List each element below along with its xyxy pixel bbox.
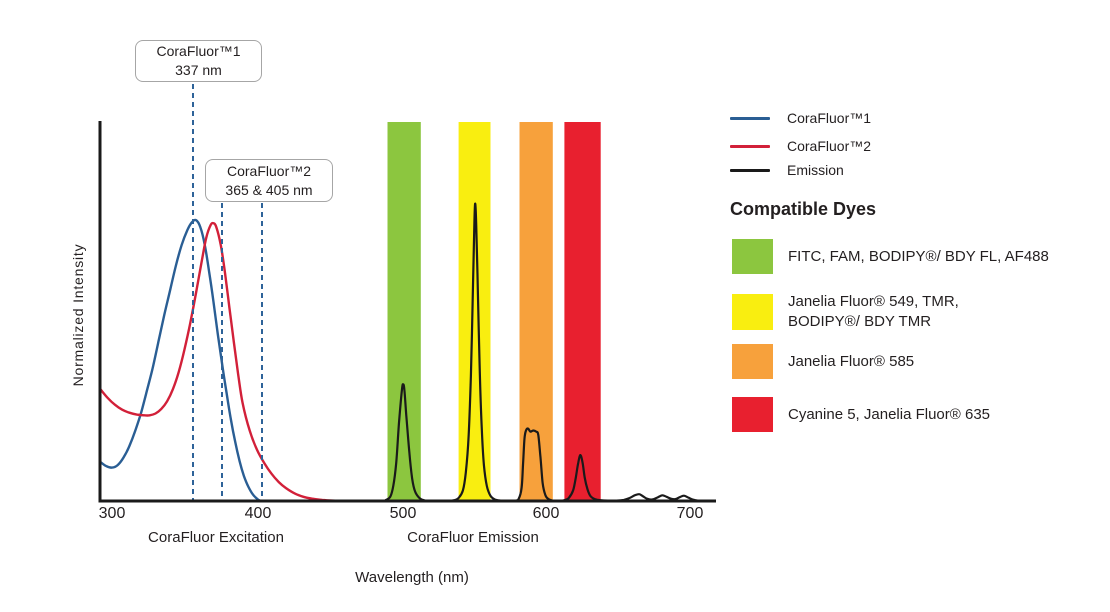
legend-item-corafluor2: CoraFluor™2 [730,137,871,155]
compatible-dyes-title: Compatible Dyes [730,199,877,219]
excitation-markers-group [192,84,263,501]
callout-title: CoraFluor™1 [156,43,241,59]
dye-color-swatch [732,239,773,274]
callout-title: CoraFluor™2 [226,162,312,179]
x-tick-500: 500 [389,505,417,522]
filter-band [564,122,601,501]
dye-color-swatch [732,294,773,330]
dye-label: FITC, FAM, BODIPY®/ BDY FL, AF488 [788,247,1049,265]
callout-corafluor1-337nm: CoraFluor™1 337 nm [135,40,262,82]
x-tick-400: 400 [244,505,272,522]
legend-item-emission: Emission [730,161,844,179]
dye-item-red: Cyanine 5, Janelia Fluor® 635 [732,397,990,432]
callout-value: 365 & 405 nm [225,181,313,198]
legend-label: CoraFluor™1 [787,110,872,126]
x-tick-300: 300 [98,505,126,522]
legend-label: CoraFluor™2 [787,138,872,154]
curve-excitation [99,221,346,503]
filter-band [387,122,421,501]
dye-item-green: FITC, FAM, BODIPY®/ BDY FL, AF488 [732,239,1049,274]
dye-item-yellow: Janelia Fluor® 549, TMR, BODIPY®/ BDY TM… [732,292,959,332]
x-tick-600: 600 [532,505,560,522]
x-tick-700: 700 [676,505,704,522]
dye-color-swatch [732,344,773,379]
legend-line-swatch [730,168,770,172]
legend-line-swatch [730,144,770,148]
excitation-caption: CoraFluor Excitation [148,529,284,546]
callout-value: 337 nm [175,62,222,78]
axes-group [98,121,716,503]
x-axis-label: Wavelength (nm) [355,569,469,586]
dye-label: Janelia Fluor® 585 [788,352,915,370]
dye-label: Janelia Fluor® 549, TMR, BODIPY®/ BDY TM… [788,293,959,330]
y-axis-label: Normalized Intensity [70,243,86,387]
dye-color-swatch [732,397,773,432]
legend-label: Emission [787,162,844,178]
dye-label: Cyanine 5, Janelia Fluor® 635 [788,405,991,423]
legend-line-swatch [730,116,770,120]
filter-band [458,122,491,501]
curve-emission [299,202,705,503]
callout-corafluor2-365-405nm: CoraFluor™2 365 & 405 nm [205,159,333,202]
legend-item-corafluor1: CoraFluor™1 [730,109,871,127]
emission-caption: CoraFluor Emission [407,529,539,546]
filter-bands-group [387,122,601,501]
dye-item-orange: Janelia Fluor® 585 [732,344,914,379]
